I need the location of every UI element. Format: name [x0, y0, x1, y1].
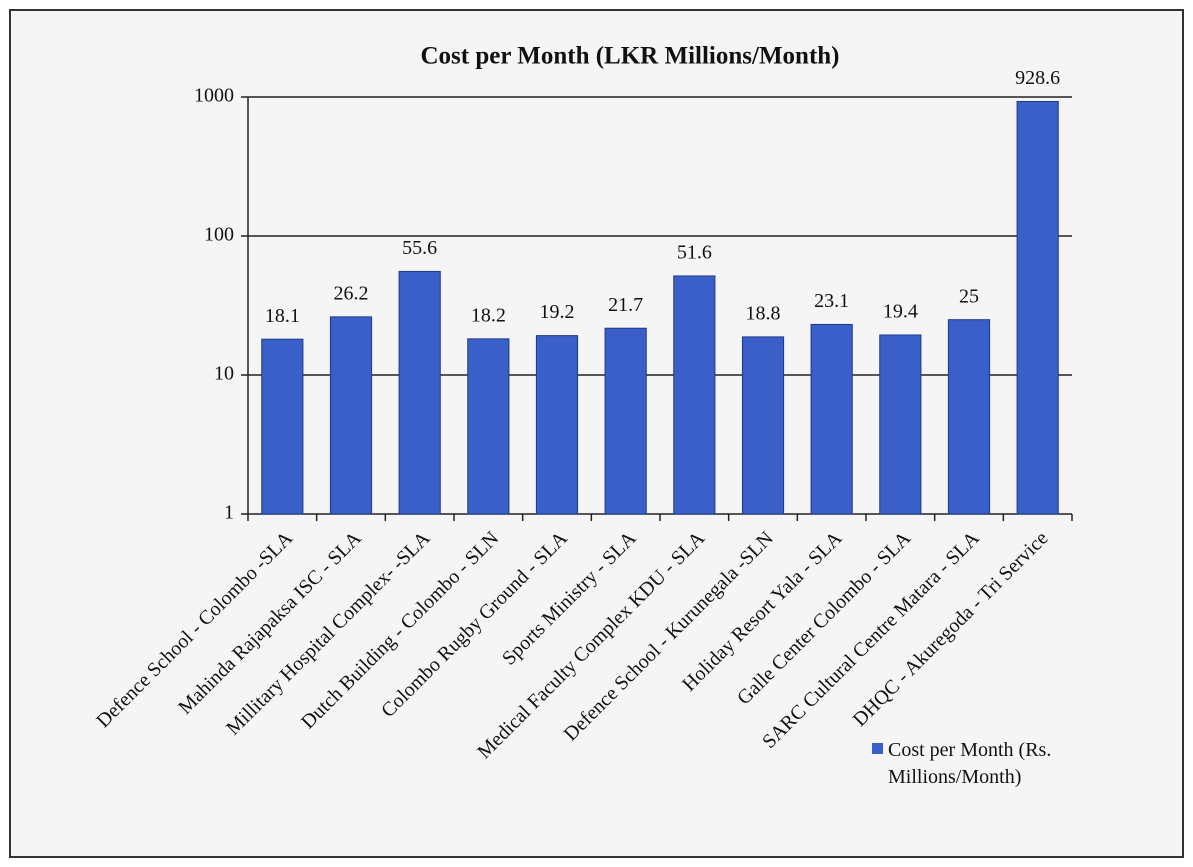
y-tick-label: 1: [224, 502, 234, 524]
bar: [879, 334, 922, 515]
bar: [329, 316, 373, 515]
data-label: 928.6: [1015, 67, 1060, 89]
y-tick-label: 1000: [194, 85, 234, 107]
bar: [535, 335, 579, 515]
data-label: 19.4: [883, 301, 918, 323]
bar: [1016, 100, 1059, 515]
y-tick-label: 10: [214, 363, 234, 385]
data-label: 55.6: [402, 237, 437, 259]
data-label: 26.2: [334, 282, 369, 304]
legend-swatch: [872, 743, 883, 754]
data-label: 18.2: [471, 304, 506, 326]
bar: [741, 336, 785, 515]
bar: [261, 338, 304, 515]
legend-label: Cost per Month (Rs. Millions/Month): [888, 739, 1052, 788]
data-label: 51.6: [677, 242, 712, 264]
bar: [604, 327, 647, 515]
bar: [947, 319, 991, 515]
data-label: 18.1: [265, 305, 300, 327]
data-label: 23.1: [814, 290, 849, 312]
bar: [810, 323, 853, 515]
data-label: 19.2: [540, 301, 575, 323]
data-label: 18.8: [746, 302, 781, 324]
chart-frame: [9, 9, 1184, 858]
chart-title: Cost per Month (LKR Millions/Month): [421, 43, 840, 70]
bar: [673, 275, 716, 515]
data-label: 25: [959, 285, 979, 307]
bar: [467, 338, 510, 515]
bar: [398, 270, 441, 515]
data-label: 21.7: [608, 294, 643, 316]
y-tick-label: 100: [204, 224, 234, 246]
